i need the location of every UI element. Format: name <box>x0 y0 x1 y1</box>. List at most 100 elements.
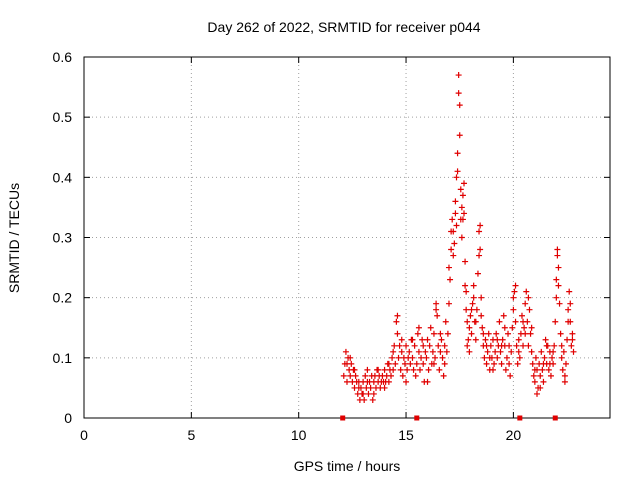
data-point <box>398 336 405 343</box>
data-point <box>413 360 420 367</box>
data-point <box>390 366 397 373</box>
data-point <box>567 300 574 307</box>
data-point <box>411 342 418 349</box>
data-point <box>556 300 563 307</box>
data-point <box>344 378 350 385</box>
data-point <box>461 180 468 187</box>
data-point <box>472 336 479 343</box>
data-point <box>540 378 547 385</box>
grid-lines <box>84 57 610 418</box>
data-point <box>550 348 557 355</box>
data-point <box>466 348 473 355</box>
data-point <box>559 366 566 373</box>
data-point <box>529 360 536 367</box>
data-point <box>452 210 459 217</box>
data-point <box>340 372 347 379</box>
data-point <box>367 384 374 391</box>
data-point <box>388 372 395 379</box>
data-point <box>468 330 475 337</box>
data-point <box>562 360 569 367</box>
data-point <box>369 396 376 403</box>
data-point <box>391 342 398 349</box>
data-point <box>420 342 427 349</box>
data-point <box>516 354 523 361</box>
data-point <box>425 366 432 373</box>
y-tick-label: 0.2 <box>53 290 73 306</box>
data-point <box>540 360 547 367</box>
data-point <box>399 372 406 379</box>
data-point <box>549 354 556 361</box>
data-point <box>491 360 498 367</box>
data-point <box>514 360 521 367</box>
data-point <box>430 360 437 367</box>
data-point <box>547 372 554 379</box>
data-point <box>503 354 510 361</box>
data-point <box>444 330 451 337</box>
data-point <box>470 282 477 289</box>
baseline-marker <box>517 415 523 421</box>
data-point <box>419 336 426 343</box>
y-tick-label: 0.1 <box>53 350 73 366</box>
y-axis-label: SRMTID / TECUs <box>6 183 22 293</box>
data-point <box>480 330 487 337</box>
data-point <box>360 390 367 397</box>
data-point <box>555 282 562 289</box>
data-point <box>509 324 516 331</box>
data-point <box>458 234 465 241</box>
data-point <box>546 360 553 367</box>
y-tick-label: 0.4 <box>53 169 73 185</box>
data-point <box>385 378 392 385</box>
data-point <box>439 354 446 361</box>
x-tick-label: 10 <box>291 427 307 443</box>
data-point <box>445 300 452 307</box>
data-point <box>394 312 401 319</box>
data-point <box>464 342 471 349</box>
data-point <box>474 270 481 277</box>
data-point <box>454 168 461 175</box>
baseline-marker <box>552 415 558 421</box>
data-point <box>557 330 564 337</box>
data-point <box>534 390 541 397</box>
data-point <box>476 252 483 259</box>
data-point <box>506 360 513 367</box>
data-point <box>513 342 520 349</box>
data-point <box>410 366 417 373</box>
data-point <box>522 300 529 307</box>
data-point <box>451 240 458 247</box>
y-tick-label: 0 <box>64 410 72 426</box>
data-point <box>494 336 501 343</box>
data-point <box>455 72 462 79</box>
data-point <box>565 318 572 325</box>
data-point <box>414 330 421 337</box>
data-point <box>375 366 382 373</box>
data-point <box>443 348 450 355</box>
data-point <box>501 324 508 331</box>
data-point <box>537 372 544 379</box>
baseline-marker <box>340 415 346 421</box>
data-point <box>512 282 519 289</box>
data-point <box>442 318 449 325</box>
x-tick-label: 20 <box>506 427 522 443</box>
data-point <box>569 336 576 343</box>
data-points <box>340 72 577 403</box>
data-point <box>515 348 522 355</box>
data-point <box>406 348 413 355</box>
data-point <box>477 246 484 253</box>
data-point <box>537 384 544 391</box>
data-point <box>483 360 490 367</box>
data-point <box>531 378 538 385</box>
data-point <box>437 348 444 355</box>
data-point <box>530 372 537 379</box>
data-point <box>554 246 561 253</box>
data-point <box>486 354 493 361</box>
data-point <box>347 372 354 379</box>
data-point <box>522 330 529 337</box>
y-tick-label: 0.6 <box>53 49 73 65</box>
data-point <box>409 354 416 361</box>
data-point <box>445 264 452 271</box>
data-point <box>506 342 513 349</box>
data-point <box>552 318 559 325</box>
baseline-marker <box>414 415 420 421</box>
data-point <box>447 276 454 283</box>
data-point <box>510 306 517 313</box>
